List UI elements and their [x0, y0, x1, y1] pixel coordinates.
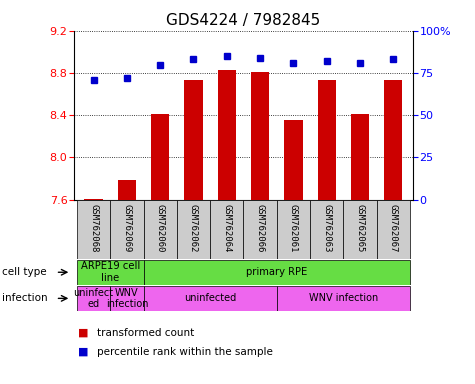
Bar — [310, 200, 343, 259]
Text: cell type: cell type — [2, 267, 47, 277]
Bar — [77, 200, 110, 259]
Bar — [317, 80, 336, 200]
Bar — [351, 114, 369, 200]
Text: primary RPE: primary RPE — [246, 267, 307, 277]
Bar — [85, 199, 103, 200]
Bar — [184, 80, 203, 200]
Text: percentile rank within the sample: percentile rank within the sample — [97, 347, 273, 357]
Text: GSM762068: GSM762068 — [89, 204, 98, 253]
Text: GSM762061: GSM762061 — [289, 204, 298, 253]
Bar — [151, 114, 170, 200]
Text: WNV
infection: WNV infection — [105, 288, 148, 309]
Bar — [110, 200, 143, 259]
Text: GSM762067: GSM762067 — [389, 204, 398, 253]
Bar — [343, 200, 377, 259]
Bar — [218, 70, 236, 200]
Bar — [77, 260, 143, 285]
Text: uninfect
ed: uninfect ed — [74, 288, 114, 309]
Text: transformed count: transformed count — [97, 328, 195, 338]
Text: GSM762062: GSM762062 — [189, 204, 198, 253]
Text: GSM762063: GSM762063 — [322, 204, 331, 253]
Bar — [77, 286, 110, 311]
Text: GSM762066: GSM762066 — [256, 204, 265, 253]
Bar — [277, 286, 410, 311]
Bar — [244, 200, 277, 259]
Text: GSM762064: GSM762064 — [222, 204, 231, 253]
Text: GSM762069: GSM762069 — [123, 204, 132, 253]
Text: uninfected: uninfected — [184, 293, 236, 303]
Text: WNV infection: WNV infection — [309, 293, 378, 303]
Bar — [384, 80, 402, 200]
Bar — [377, 200, 410, 259]
Bar — [143, 286, 277, 311]
Bar — [143, 260, 410, 285]
Bar — [284, 121, 303, 200]
Text: ARPE19 cell
line: ARPE19 cell line — [81, 262, 140, 283]
Text: ■: ■ — [78, 328, 89, 338]
Bar — [110, 286, 143, 311]
Bar — [118, 180, 136, 200]
Text: ■: ■ — [78, 347, 89, 357]
Text: infection: infection — [2, 293, 48, 303]
Bar — [277, 200, 310, 259]
Text: GSM762065: GSM762065 — [355, 204, 364, 253]
Bar — [210, 200, 244, 259]
Text: GSM762060: GSM762060 — [156, 204, 165, 253]
Bar — [177, 200, 210, 259]
Bar — [143, 200, 177, 259]
Title: GDS4224 / 7982845: GDS4224 / 7982845 — [166, 13, 321, 28]
Bar — [251, 72, 269, 200]
